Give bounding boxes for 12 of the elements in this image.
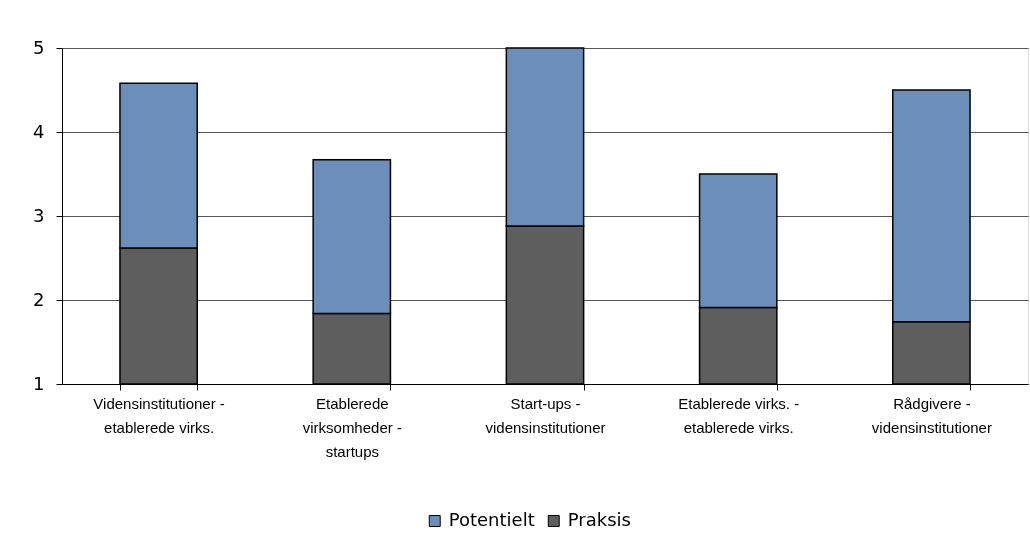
x-tick-label: Vidensinstitutioner - etablerede virks.	[93, 394, 225, 436]
y-tick-label: 1	[33, 372, 45, 394]
x-tick-label: Rådgivere - vidensinstitutioner	[871, 394, 992, 436]
y-tick-label: 5	[33, 36, 45, 58]
y-tick-label: 4	[33, 120, 45, 142]
legend-label: Potentielt	[448, 509, 535, 530]
y-tick-label: 3	[33, 204, 45, 226]
legend-label: Praksis	[567, 509, 631, 530]
y-tick-label: 2	[33, 288, 45, 310]
x-tick-label: Start-ups - vidensinstitutioner	[485, 394, 606, 436]
x-tick-label: Etablerede virks. - etablerede virks.	[678, 394, 800, 436]
x-tick-label: Etablerede virksomheder - startups	[302, 394, 402, 460]
